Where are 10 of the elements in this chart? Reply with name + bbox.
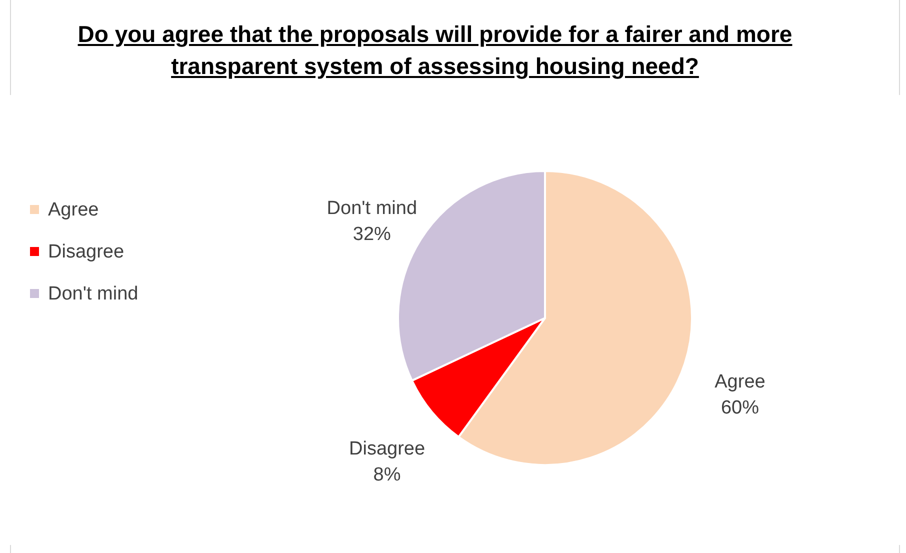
legend-label: Disagree [48, 242, 124, 262]
chart-title: Do you agree that the proposals will provide for a fairer and more transparent system of assessing housing need? [76, 20, 794, 81]
legend-label: Don't mind [48, 284, 138, 304]
legend-label: Agree [48, 200, 99, 220]
slice-label: Agree [714, 371, 766, 392]
data-label: 32% [352, 224, 392, 246]
slice-label: Disagree [349, 438, 426, 460]
data-label: 8% [373, 464, 401, 486]
slice-label: Don't mind [326, 198, 418, 220]
data-label: 60% [720, 397, 760, 418]
